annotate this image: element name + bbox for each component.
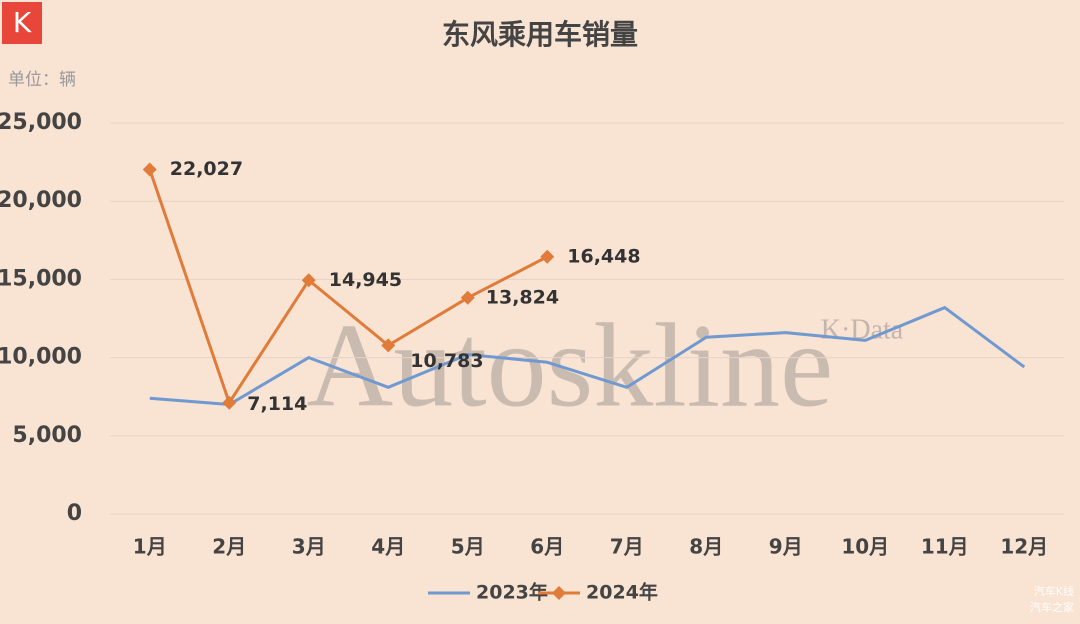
logo-box — [2, 2, 42, 44]
data-label: 16,448 — [567, 245, 640, 267]
data-label: 7,114 — [247, 393, 307, 415]
watermark: Autoskline — [307, 299, 834, 432]
x-tick-label: 8月 — [689, 535, 723, 559]
point-marker — [142, 162, 157, 177]
legend-marker — [552, 586, 566, 600]
point-marker — [540, 249, 555, 264]
logo: K — [13, 6, 32, 39]
legend-label: 2024年 — [586, 581, 658, 604]
series-line — [149, 306, 1026, 407]
x-tick-label: 2月 — [212, 535, 246, 559]
x-tick-label: 1月 — [133, 535, 167, 559]
y-tick-label: 5,000 — [12, 423, 82, 448]
x-tick-label: 9月 — [769, 535, 803, 559]
unit-label: 单位：辆 — [8, 70, 76, 90]
point-marker — [222, 395, 237, 410]
source-line: 汽车K线 — [1034, 584, 1074, 598]
point-marker — [381, 338, 396, 353]
series-line — [148, 169, 548, 405]
legend-label: 2023年 — [476, 581, 548, 604]
x-tick-label: 7月 — [610, 535, 644, 559]
point-marker — [460, 290, 475, 305]
data-label: 14,945 — [329, 269, 402, 291]
x-tick-label: 10月 — [841, 535, 889, 559]
data-label: 13,824 — [486, 286, 559, 308]
x-tick-label: 4月 — [371, 535, 405, 559]
data-label: 22,027 — [170, 158, 243, 180]
y-tick-label: 25,000 — [0, 110, 82, 135]
x-tick-label: 11月 — [921, 535, 969, 559]
y-tick-label: 20,000 — [0, 188, 82, 213]
point-marker — [301, 273, 316, 288]
data-label: 10,783 — [410, 350, 483, 372]
chart-title: 东风乘用车销量 — [442, 18, 638, 51]
y-tick-label: 15,000 — [0, 266, 82, 291]
x-tick-label: 12月 — [1000, 535, 1048, 559]
source-line: 汽车之家 — [1030, 600, 1074, 614]
x-tick-label: 6月 — [530, 535, 564, 559]
x-tick-label: 5月 — [451, 535, 485, 559]
x-tick-label: 3月 — [292, 535, 326, 559]
y-tick-label: 0 — [67, 501, 82, 526]
y-tick-label: 10,000 — [0, 345, 82, 370]
